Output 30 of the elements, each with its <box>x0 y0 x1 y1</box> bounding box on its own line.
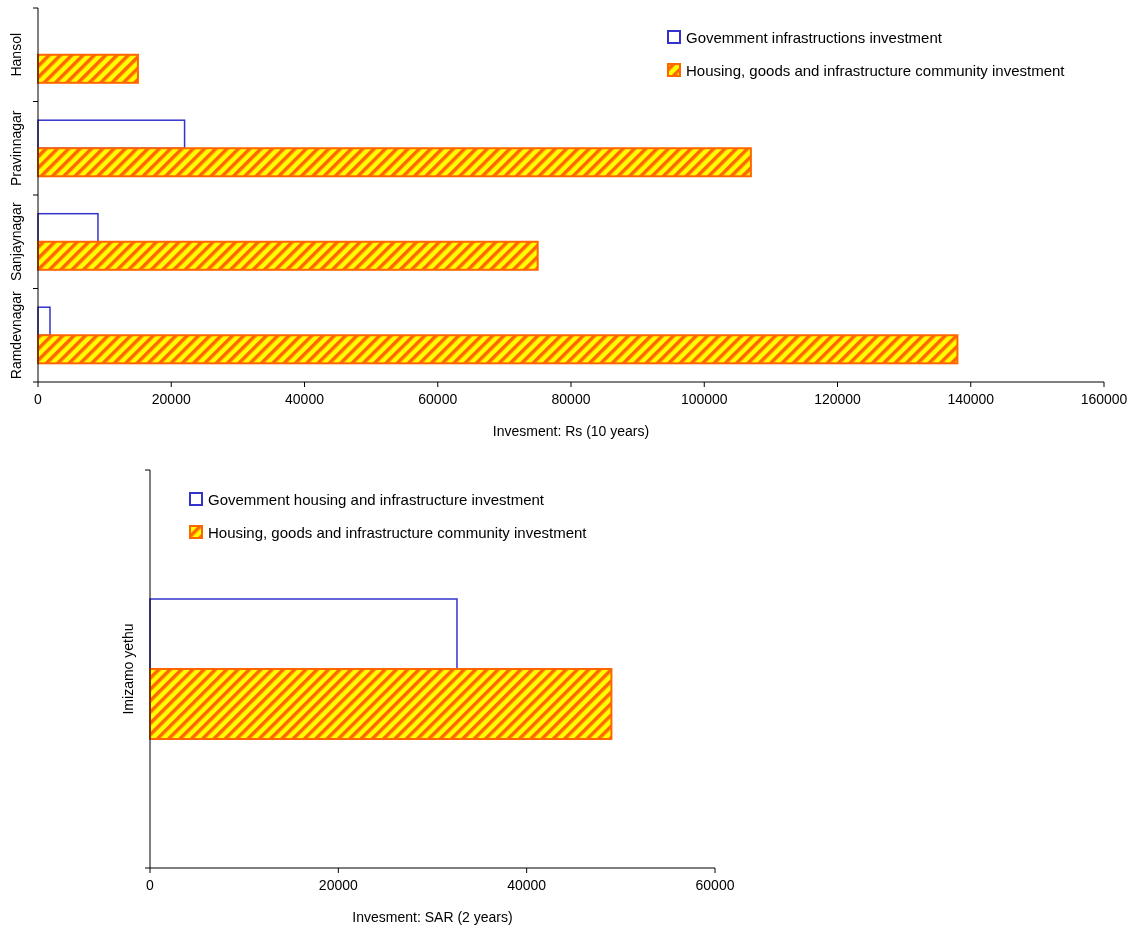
x-tick-label: 40000 <box>507 877 547 893</box>
x-axis-title: Invesment: SAR (2 years) <box>352 909 513 925</box>
y-tick-label: Pravinnagar <box>8 110 24 186</box>
bar <box>37 334 959 365</box>
x-tick-label: 60000 <box>695 877 735 893</box>
x-tick-label: 80000 <box>551 391 591 407</box>
x-tick-label: 0 <box>146 877 155 893</box>
y-tick-label: Sanjaynagar <box>8 202 24 282</box>
bar <box>37 240 539 271</box>
bar <box>37 119 186 149</box>
x-tick-label: 0 <box>34 391 43 407</box>
x-axis-title: Invesment: Rs (10 years) <box>492 423 650 439</box>
legend-label: Housing, goods and infrastructure community investment <box>686 62 1066 79</box>
legend-label: Govemment infrastructions investment <box>686 29 943 46</box>
legend-label: Housing, goods and infrastructure community investment <box>208 524 588 541</box>
x-tick-label: 160000 <box>1080 391 1128 407</box>
x-tick-label: 100000 <box>680 391 728 407</box>
x-tick-label: 60000 <box>418 391 458 407</box>
bar <box>37 212 99 243</box>
x-tick-label: 140000 <box>947 391 995 407</box>
x-tick-label: 20000 <box>318 877 359 893</box>
x-tick-label: 40000 <box>285 391 325 407</box>
bar <box>37 53 139 84</box>
x-tick-label: 20000 <box>151 391 191 407</box>
y-tick-label: Hansol <box>8 32 24 77</box>
y-tick-label: Ramdevnagar <box>8 290 24 380</box>
bar <box>37 147 752 178</box>
y-tick-label: Imizamo yethu <box>120 623 136 715</box>
legend-label: Govemment housing and infrastructure investment <box>208 491 545 508</box>
x-tick-label: 120000 <box>814 391 862 407</box>
